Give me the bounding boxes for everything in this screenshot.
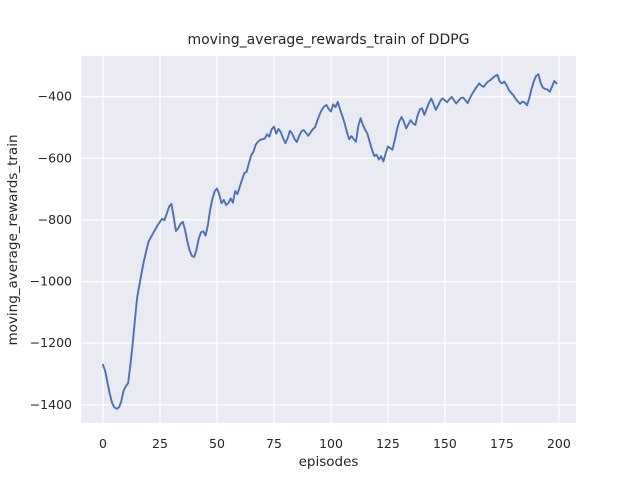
x-tick-label: 100 — [319, 436, 343, 451]
x-tick-label: 0 — [99, 436, 107, 451]
x-tick-label: 50 — [209, 436, 225, 451]
x-tick-label: 175 — [490, 436, 514, 451]
y-tick-label: −1000 — [30, 274, 72, 289]
y-tick-label: −1400 — [30, 397, 72, 412]
y-axis-label: moving_average_rewards_train — [5, 134, 21, 346]
chart-title: moving_average_rewards_train of DDPG — [187, 32, 470, 48]
x-tick-label: 75 — [266, 436, 282, 451]
y-tick-label: −1200 — [30, 335, 72, 350]
y-tick-label: −800 — [38, 212, 72, 227]
y-tick-label: −600 — [38, 150, 72, 165]
x-tick-label: 150 — [433, 436, 457, 451]
plot-background — [81, 56, 576, 423]
series-line — [102, 73, 558, 410]
x-tick-label: 200 — [547, 436, 571, 451]
x-axis-label: episodes — [298, 454, 359, 470]
y-tick-label: −400 — [38, 89, 72, 104]
x-tick-label: 125 — [376, 436, 400, 451]
x-tick-label: 25 — [152, 436, 168, 451]
